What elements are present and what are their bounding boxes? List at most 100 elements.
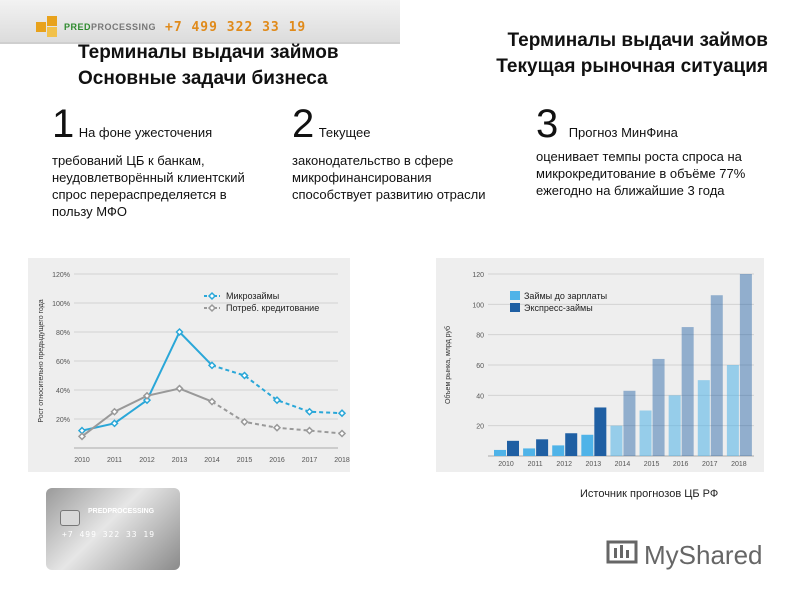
x-tick-label: 2016 [269, 457, 285, 464]
data-point [77, 432, 87, 441]
point-text: требований ЦБ к банкам, неудовлетворённы… [52, 153, 245, 219]
card-image: PREDPROCESSING +7 499 322 33 19 [46, 488, 180, 570]
data-point [305, 426, 314, 435]
y-tick-label: 40% [56, 388, 70, 395]
point-number: 2 [292, 102, 315, 146]
legend-label: Займы до зарплаты [524, 291, 607, 301]
watermark-text: MyShared [644, 540, 763, 570]
x-tick-label: 2018 [731, 461, 747, 468]
point-3: 3 Прогноз МинФина оценивает темпы роста … [536, 104, 766, 199]
y-axis-label: Объем рынка, млрд руб [444, 326, 452, 404]
data-point [337, 429, 347, 438]
x-tick-label: 2013 [586, 461, 602, 468]
x-tick-label: 2015 [644, 461, 660, 468]
data-point [175, 327, 184, 337]
data-point [142, 391, 152, 400]
y-tick-label: 20% [56, 417, 70, 424]
y-tick-label: 100% [52, 301, 70, 308]
data-point [207, 361, 217, 370]
series-line-forecast [211, 364, 343, 415]
line-chart: 20% 40% 60% 80% 100% 120% 2010 2011 2012 2013 2014… [28, 258, 350, 472]
legend-marker [207, 303, 217, 313]
data-point [207, 397, 217, 406]
y-tick-label: 120 [472, 272, 484, 279]
point-lead: На фоне ужесточения [78, 125, 213, 140]
bar [610, 425, 623, 456]
x-tick-label: 2010 [74, 457, 90, 464]
bar [594, 407, 607, 456]
x-tick-label: 2012 [139, 457, 155, 464]
logo-text: PREDPROCESSING [64, 22, 157, 32]
x-tick-label: 2017 [702, 461, 718, 468]
bar [507, 440, 519, 456]
x-tick-label: 2012 [556, 461, 572, 468]
legend-marker [207, 291, 217, 301]
point-text: оценивает темпы роста спроса на микрокре… [536, 149, 746, 198]
x-tick-label: 2018 [334, 457, 350, 464]
data-point [272, 423, 282, 432]
x-tick-label: 2010 [498, 461, 514, 468]
bar [581, 434, 594, 456]
left-heading: Терминалы выдачи займов Основные задачи … [78, 40, 339, 92]
point-text: законодательство в сфере микрофинансиров… [292, 153, 486, 202]
source-note: Источник прогнозов ЦБ РФ [580, 488, 719, 500]
card-number: +7 499 322 33 19 [62, 530, 156, 539]
top-banner: PREDPROCESSING +7 499 322 33 19 [0, 0, 400, 44]
data-point [272, 396, 282, 405]
x-tick-label: 2014 [204, 457, 220, 464]
y-tick-label: 80 [476, 333, 484, 340]
x-tick-label: 2014 [615, 461, 631, 468]
point-number: 3 [536, 102, 559, 146]
bar [710, 295, 723, 456]
y-tick-label: 60 [476, 363, 484, 370]
point-1: 1 На фоне ужесточения требований ЦБ к ба… [52, 104, 252, 220]
x-tick-label: 2015 [237, 457, 253, 464]
bar [552, 445, 565, 456]
myshared-logo: MyShared [606, 540, 763, 570]
data-point [240, 417, 249, 426]
card-logo: PREDPROCESSING [88, 508, 155, 515]
series-line-solid [81, 330, 213, 432]
x-tick-label: 2016 [673, 461, 689, 468]
phone-number: +7 499 322 33 19 [165, 20, 307, 35]
bar [523, 448, 536, 456]
bar [639, 410, 652, 456]
data-point [110, 407, 119, 416]
data-point [305, 407, 314, 416]
data-point [110, 419, 119, 428]
bar [668, 395, 681, 456]
bar [494, 449, 506, 456]
chip-icon [60, 510, 80, 526]
data-point [240, 371, 249, 380]
bar [565, 433, 578, 456]
logo-icon [36, 16, 57, 37]
legend-label: Экспресс-займы [524, 303, 593, 313]
x-tick-label: 2017 [302, 457, 318, 464]
y-tick-label: 120% [52, 272, 70, 279]
right-heading-line1: Терминалы выдачи займов [507, 30, 768, 51]
bar [681, 327, 694, 456]
point-lead: Прогноз МинФина [568, 125, 678, 140]
y-axis-label: Рост относительно предыдущего года [38, 299, 45, 422]
left-heading-line1: Терминалы выдачи займов [78, 42, 339, 63]
monitor-icon [606, 540, 638, 564]
y-tick-label: 80% [56, 330, 70, 337]
data-point [337, 409, 347, 418]
bar-chart: 20 40 60 80 100 120 Объем рынка, млрд руб 2010 2… [436, 258, 764, 472]
left-heading-line2: Основные задачи бизнеса [78, 68, 328, 89]
bar [697, 380, 710, 456]
x-tick-label: 2013 [172, 457, 188, 464]
bar [652, 358, 665, 456]
x-tick-label: 2011 [528, 461, 543, 468]
y-tick-label: 100 [472, 302, 484, 309]
bar [739, 274, 752, 456]
y-tick-label: 60% [56, 359, 70, 366]
legend-label: Потреб. кредитование [226, 303, 319, 313]
right-heading: Терминалы выдачи займов Текущая рыночная… [446, 28, 768, 80]
legend-swatch [510, 291, 520, 300]
y-tick-label: 20 [476, 424, 484, 431]
right-heading-line2: Текущая рыночная ситуация [496, 56, 768, 77]
legend-label: Микрозаймы [226, 291, 279, 301]
legend-swatch [510, 303, 520, 312]
bar [623, 390, 636, 456]
